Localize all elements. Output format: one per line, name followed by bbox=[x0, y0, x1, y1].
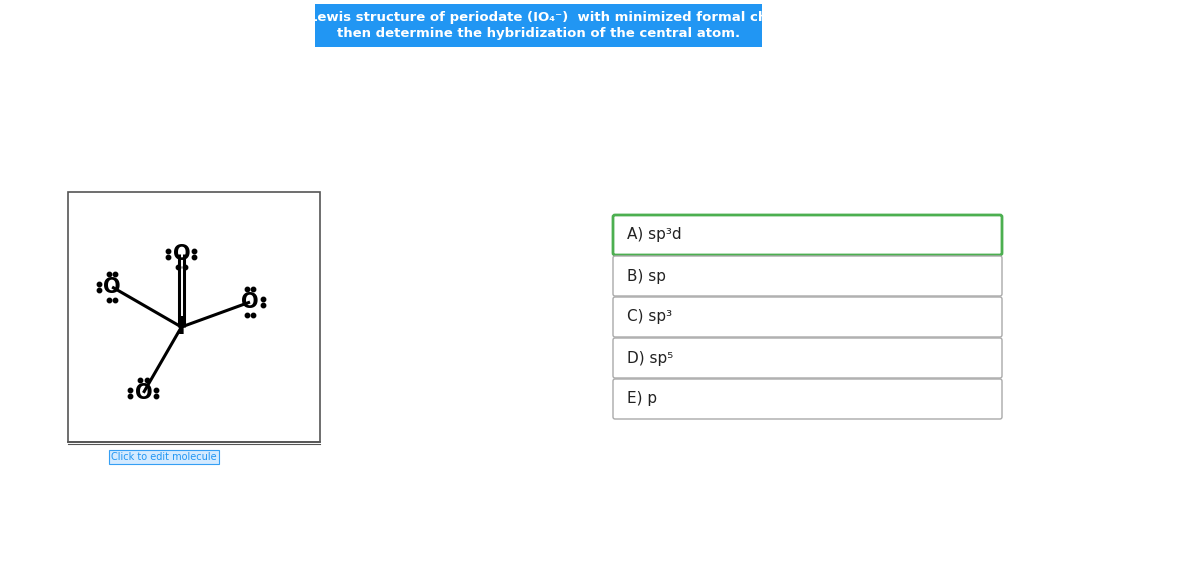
Text: O: O bbox=[173, 244, 191, 264]
Text: Draw the Lewis structure of periodate (IO₄⁻)  with minimized formal charges and: Draw the Lewis structure of periodate (I… bbox=[235, 12, 841, 24]
Bar bbox=[314, 4, 762, 47]
Text: D) sp⁵: D) sp⁵ bbox=[628, 350, 673, 365]
Text: O: O bbox=[241, 292, 259, 312]
Text: B) sp: B) sp bbox=[628, 268, 666, 284]
Text: O: O bbox=[103, 277, 121, 297]
Text: then determine the hybridization of the central atom.: then determine the hybridization of the … bbox=[337, 27, 740, 41]
Text: Click to edit molecule: Click to edit molecule bbox=[110, 452, 216, 462]
Text: I: I bbox=[178, 315, 186, 339]
Text: O: O bbox=[134, 383, 152, 403]
FancyBboxPatch shape bbox=[613, 256, 1002, 296]
FancyBboxPatch shape bbox=[613, 297, 1002, 337]
Bar bbox=[68, 192, 320, 442]
Text: C) sp³: C) sp³ bbox=[628, 310, 672, 325]
Text: E) p: E) p bbox=[628, 392, 658, 407]
FancyBboxPatch shape bbox=[613, 338, 1002, 378]
FancyBboxPatch shape bbox=[613, 215, 1002, 255]
FancyBboxPatch shape bbox=[613, 379, 1002, 419]
Text: A) sp³d: A) sp³d bbox=[628, 228, 682, 242]
